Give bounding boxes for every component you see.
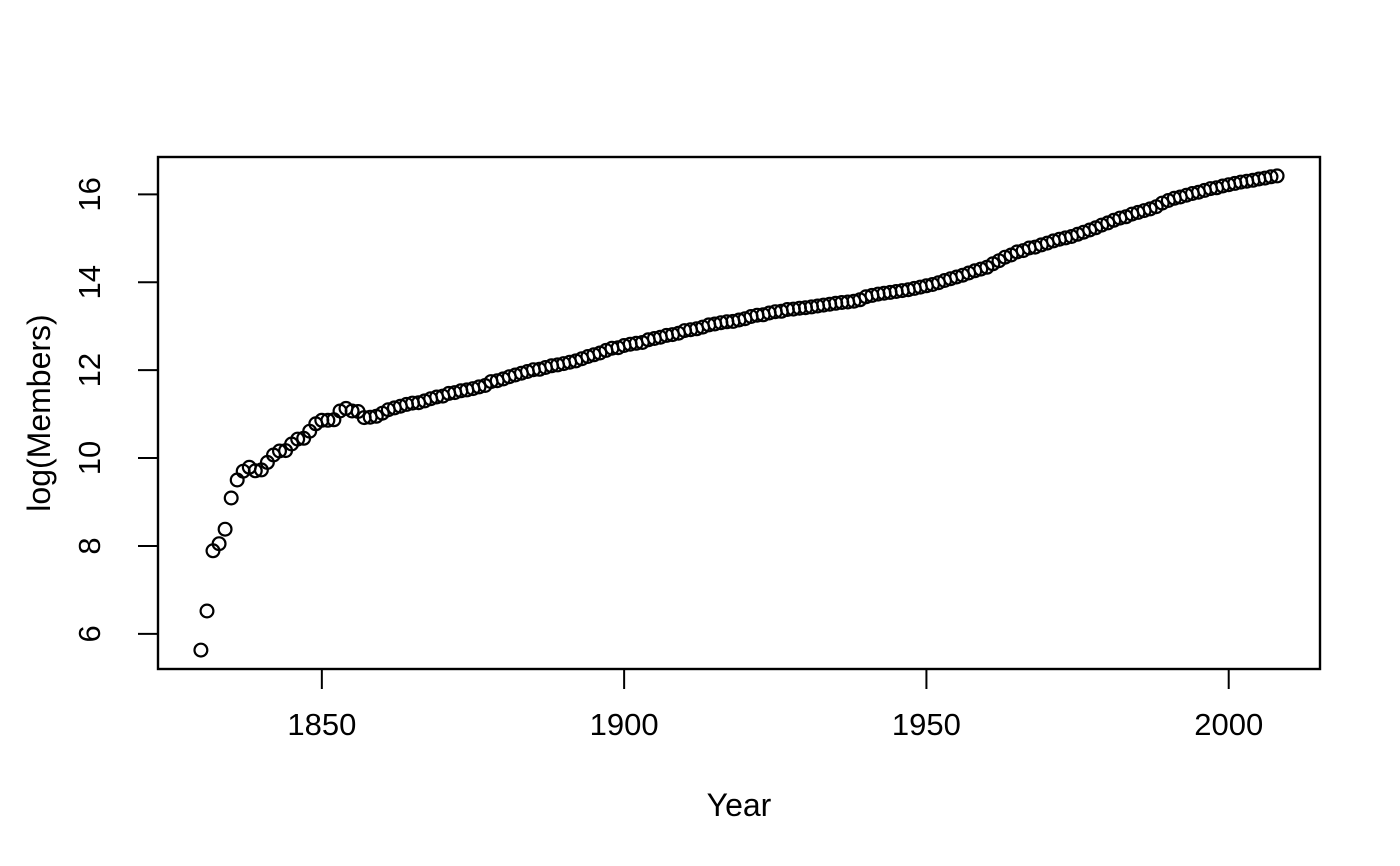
x-tick-label: 1900 bbox=[590, 707, 659, 742]
y-tick-label: 12 bbox=[72, 353, 107, 387]
data-points-layer bbox=[193, 168, 1285, 658]
y-tick-label: 8 bbox=[72, 537, 107, 554]
data-point bbox=[973, 261, 989, 277]
y-tick-label: 14 bbox=[72, 265, 107, 299]
data-point bbox=[344, 403, 360, 419]
y-tick-label: 16 bbox=[72, 177, 107, 211]
data-point bbox=[1269, 168, 1285, 184]
y-tick-label: 6 bbox=[72, 625, 107, 642]
x-tick-label: 1950 bbox=[892, 707, 961, 742]
x-tick-label: 2000 bbox=[1194, 707, 1263, 742]
y-tick-label: 10 bbox=[72, 441, 107, 475]
data-point bbox=[320, 412, 336, 428]
data-point bbox=[247, 463, 263, 479]
data-point bbox=[211, 536, 227, 552]
plot-border bbox=[156, 155, 1322, 671]
data-point bbox=[199, 603, 215, 619]
data-point bbox=[290, 431, 306, 447]
y-axis: 6 8 10 12 14 16 bbox=[72, 177, 158, 642]
data-point bbox=[223, 490, 239, 506]
x-tick-label: 1850 bbox=[287, 707, 356, 742]
data-point bbox=[193, 642, 209, 658]
data-point bbox=[272, 443, 288, 459]
x-axis-title: Year bbox=[707, 787, 772, 823]
data-point bbox=[471, 379, 487, 395]
data-point bbox=[1263, 169, 1279, 185]
data-point bbox=[217, 521, 233, 537]
x-axis: 1850 1900 1950 2000 bbox=[287, 669, 1263, 742]
y-axis-title: log(Members) bbox=[21, 314, 57, 511]
